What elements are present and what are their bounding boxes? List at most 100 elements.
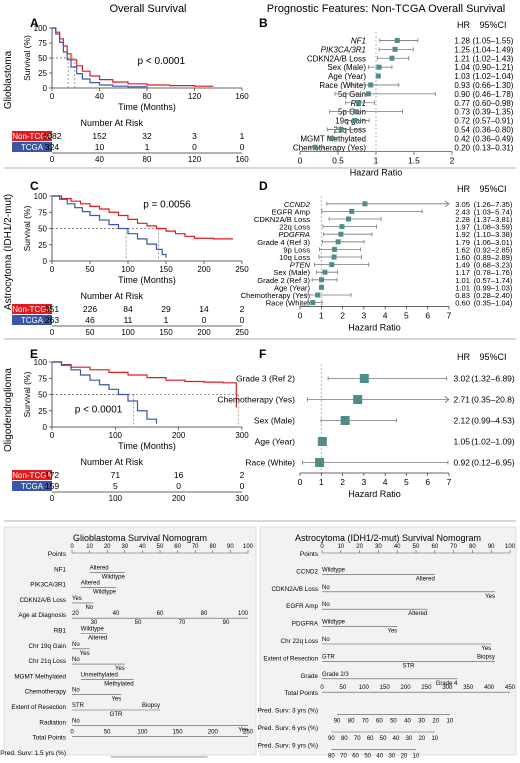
pred-survival-label: Pred. Surv: 1.5 yrs (%) [0, 750, 66, 757]
hr-marker [365, 91, 371, 97]
x-tick-label: 6 [425, 310, 430, 320]
risk-value: 5 [113, 481, 118, 491]
feature-label: Chemotherapy (Yes) [293, 143, 366, 152]
x-tick-label: 120 [188, 92, 202, 101]
variable-level: Yes [481, 646, 491, 652]
pred-survival-label: Pred. Surv: 9 yrs (%) [258, 742, 318, 749]
risk-axis-tick: 300 [235, 494, 249, 503]
y-tick-label: 0 [43, 84, 48, 93]
hr-marker [312, 144, 318, 150]
risk-axis-tick: 150 [159, 328, 173, 337]
risk-value: 263 [45, 315, 59, 325]
points-tick-label: 70 [450, 544, 457, 550]
hr-value: 1.60 [455, 253, 470, 262]
ci-header: 95%CI [479, 352, 506, 362]
y-tick-label: 0 [43, 423, 48, 432]
variable-level: Yes [80, 651, 90, 657]
feature-label: 9p Loss [283, 245, 310, 254]
panel-letter-e: E [30, 347, 38, 361]
ci-value: (0.13–0.31) [473, 143, 514, 152]
ci-value: (1.04–1.49) [473, 45, 514, 54]
total-points-tick: 100 [137, 730, 148, 736]
panel-letter-b: B [259, 16, 268, 30]
risk-value: 2 [240, 470, 245, 480]
risk-label: Non-TCGA [12, 132, 52, 141]
nomogram-title: Astrocytoma (IDH1/2-mut) Survival Nomogr… [295, 533, 481, 543]
risk-axis-tick: 0 [50, 155, 55, 164]
points-tick-label: 100 [243, 544, 254, 550]
p-value: p < 0.0001 [75, 405, 123, 416]
points-tick-label: 70 [192, 544, 199, 550]
hr-value: 2.71 [453, 395, 470, 405]
variable-level: Yes [485, 594, 495, 600]
ci-value: (1.02–1.43) [473, 54, 514, 63]
hr-value: 0.54 [454, 125, 470, 134]
risk-value: 32 [142, 131, 152, 141]
hr-value: 1.01 [455, 276, 470, 285]
ci-arrow [444, 396, 450, 403]
ci-value: (0.66–1.30) [473, 81, 514, 90]
points-tick-label: 40 [394, 544, 401, 550]
feature-label: Chemotherapy (Yes) [217, 395, 295, 405]
hr-value: 1.17 [455, 268, 470, 277]
variable-label: Extent of Resection [11, 704, 66, 711]
x-tick-label: 0 [50, 92, 55, 101]
panel-letter-c: C [30, 179, 39, 193]
variable-level: Grade 2/3 [322, 672, 349, 678]
ci-value: (0.60–0.98) [473, 99, 514, 108]
x-axis-label: Time (Months) [118, 441, 176, 451]
variable-label: MGMT Methylated [14, 673, 66, 680]
variable-level: 30 [91, 620, 98, 626]
points-tick-label: 20 [104, 544, 111, 550]
hr-value: 1.49 [455, 261, 470, 270]
x-axis-label: Hazard Ratio [348, 322, 401, 332]
y-tick-label: 50 [38, 225, 47, 234]
variable-level: 60 [157, 611, 164, 617]
variable-level: Yes [115, 666, 125, 672]
risk-axis-tick: 50 [86, 328, 95, 337]
variable-level: Altered [90, 565, 109, 571]
hr-marker [331, 254, 337, 260]
feature-label: CDKN2A/B Loss [254, 215, 310, 224]
y-tick-label: 100 [34, 24, 48, 33]
variable-level: 20 [72, 611, 79, 617]
hr-marker [318, 284, 324, 290]
x-axis-label: Hazard Ratio [350, 168, 403, 178]
risk-value: 0 [240, 315, 245, 325]
x-tick-label: 0 [298, 310, 303, 320]
pred-survival-tick: 80 [328, 753, 335, 758]
pred-survival-label: Pred. Surv: 6 yrs (%) [258, 725, 318, 732]
hr-marker [346, 216, 352, 222]
total-points-tick: 0 [320, 685, 324, 691]
hr-marker [338, 231, 344, 237]
ci-value: (0.92–2.85) [474, 245, 513, 254]
hr-marker [368, 82, 374, 88]
hr-value: 1.03 [454, 72, 470, 81]
hr-value: 0.73 [454, 108, 470, 117]
hr-value: 2.28 [455, 215, 470, 224]
hr-value: 1.92 [455, 230, 470, 239]
ci-value: (1.26–7.35) [474, 200, 513, 209]
x-tick-label: 3 [361, 477, 366, 487]
hr-marker [329, 262, 335, 268]
x-tick-label: 3 [361, 310, 366, 320]
risk-axis-tick: 200 [172, 494, 186, 503]
hr-marker [376, 64, 382, 70]
variable-level: No [322, 637, 330, 643]
hr-value: 0.20 [454, 143, 470, 152]
risk-label: Non-TCGA [12, 305, 52, 314]
ci-value: (0.36–0.80) [473, 125, 514, 134]
total-points-tick: 200 [401, 685, 412, 691]
hr-value: 0.83 [455, 291, 470, 300]
variable-label: CDKN2A/B Loss [19, 597, 66, 604]
hr-marker [339, 224, 345, 230]
y-tick-label: 25 [38, 69, 47, 78]
survival-curve-tcga [52, 361, 158, 424]
risk-value: 172 [45, 470, 59, 480]
risk-axis-tick: 120 [188, 155, 202, 164]
points-tick-label: 50 [157, 544, 164, 550]
x-tick-label: 50 [86, 265, 95, 274]
risk-value: 0 [202, 315, 207, 325]
ci-value: (0.12–6.95) [471, 458, 515, 468]
